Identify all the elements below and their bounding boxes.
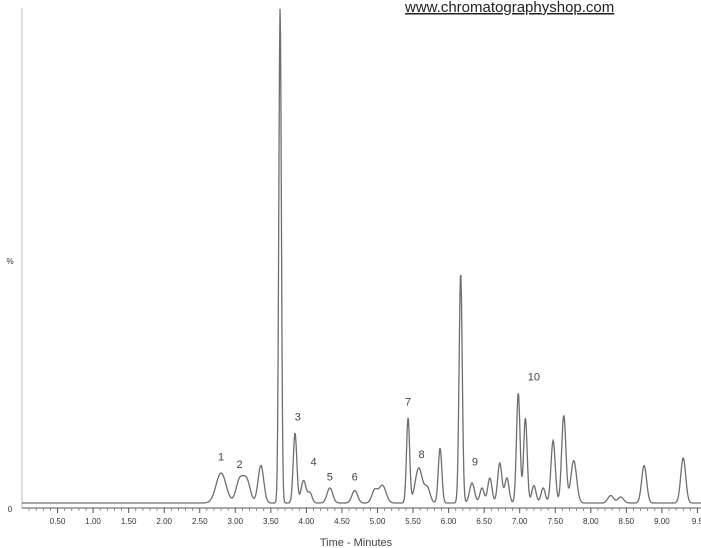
peak-label-2: 2 [237, 459, 243, 471]
watermark-text: www.chromatographyshop.com [404, 0, 614, 16]
x-ticks: 0.50 1.00 1.50 2.00 2.50 3.00 3.50 4.00 4.50 5.00… [28, 508, 701, 526]
x-tick-label: 4.00 [299, 517, 315, 526]
x-tick-label: 9.5 [692, 517, 701, 526]
x-tick-label: 1.50 [121, 517, 137, 526]
x-tick-label: 3.00 [228, 517, 244, 526]
x-tick-label: 8.00 [583, 517, 599, 526]
peak-label-6: 6 [352, 472, 358, 484]
peak-labels: 1 2 3 45 6 7 8 9 10 [218, 372, 540, 484]
peak-label-8: 8 [419, 449, 425, 461]
x-axis-title: Time - Minutes [320, 537, 393, 548]
x-tick-label: 2.00 [156, 517, 172, 526]
x-tick-label: 3.50 [263, 517, 279, 526]
x-tick-label: 6.00 [441, 517, 457, 526]
x-tick-label: 2.50 [192, 517, 208, 526]
peak-label-5: 5 [327, 472, 333, 484]
x-tick-label: 6.50 [476, 517, 492, 526]
chromatogram-trace [22, 8, 701, 504]
y-tick-label-0: 0 [8, 505, 13, 514]
x-tick-label: 9.00 [654, 517, 670, 526]
x-tick-label: 8.50 [619, 517, 635, 526]
x-tick-label: 1.00 [85, 517, 101, 526]
x-tick-label: 7.00 [512, 517, 528, 526]
peak-label-4: 4 [310, 457, 316, 469]
x-tick-label: 7.50 [547, 517, 563, 526]
axes [21, 8, 701, 509]
peak-label-10: 10 [528, 372, 540, 384]
peak-label-9: 9 [472, 457, 478, 469]
y-axis-title: % [6, 257, 13, 266]
x-tick-label: 0.50 [50, 517, 66, 526]
peak-label-7: 7 [405, 397, 411, 409]
x-tick-label: 5.00 [370, 517, 386, 526]
peak-label-1: 1 [218, 452, 224, 464]
x-tick-label: 4.50 [334, 517, 350, 526]
peak-label-3: 3 [295, 412, 301, 424]
x-tick-label: 5.50 [405, 517, 421, 526]
